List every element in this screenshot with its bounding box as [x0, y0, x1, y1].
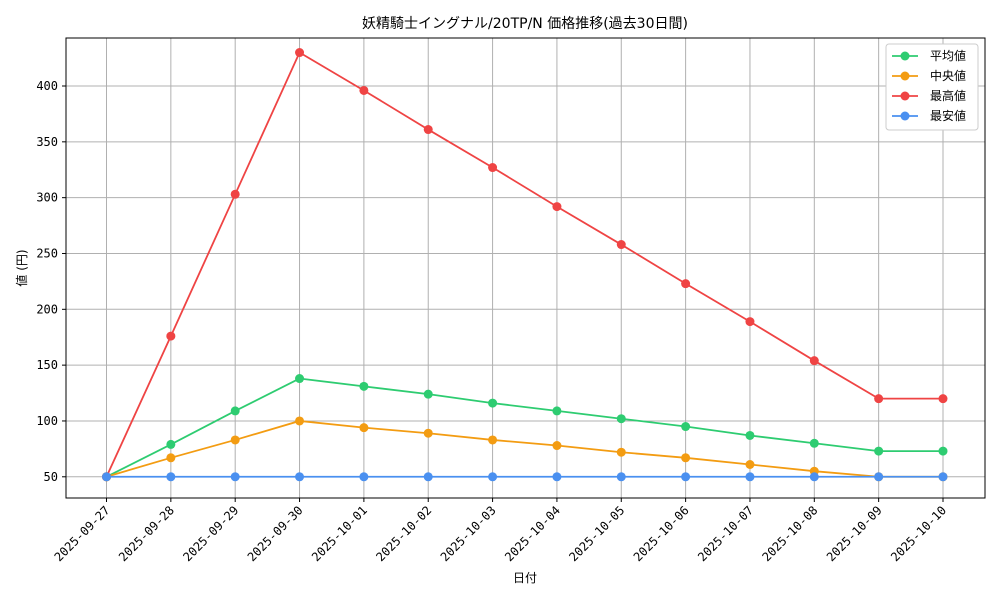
- data-point: [874, 472, 884, 482]
- x-tick-label: 2025-10-02: [373, 503, 434, 564]
- data-point: [230, 189, 240, 199]
- data-point: [745, 430, 755, 440]
- data-point: [874, 446, 884, 456]
- data-point: [874, 394, 884, 404]
- data-point: [488, 398, 498, 408]
- x-tick-label: 2025-10-01: [309, 503, 370, 564]
- y-tick-label: 100: [36, 414, 58, 428]
- series-layer: [102, 48, 948, 482]
- y-tick-label: 350: [36, 135, 58, 149]
- series-line: [106, 377, 943, 478]
- y-tick-label: 150: [36, 358, 58, 372]
- data-point: [616, 240, 626, 250]
- y-tick-label: 200: [36, 302, 58, 316]
- x-tick-label: 2025-09-29: [180, 503, 241, 564]
- data-point: [745, 472, 755, 482]
- legend-swatch-marker: [900, 71, 910, 81]
- data-point: [938, 394, 948, 404]
- data-point: [166, 439, 176, 449]
- x-tick-label: 2025-10-08: [759, 503, 820, 564]
- data-point: [681, 472, 691, 482]
- y-tick-label: 250: [36, 246, 58, 260]
- data-point: [423, 472, 433, 482]
- data-point: [809, 438, 819, 448]
- x-tick-label: 2025-09-30: [245, 503, 306, 564]
- y-tick-label: 300: [36, 191, 58, 205]
- data-point: [230, 435, 240, 445]
- y-axis-title: 値 (円): [14, 249, 29, 286]
- data-point: [166, 453, 176, 463]
- data-point: [809, 472, 819, 482]
- data-point: [552, 472, 562, 482]
- legend-label: 平均値: [930, 48, 966, 63]
- data-point: [102, 472, 111, 482]
- series-line: [106, 420, 943, 478]
- data-point: [745, 460, 755, 470]
- series-最安値: [102, 472, 948, 482]
- series-中央値: [102, 416, 948, 482]
- data-point: [230, 472, 240, 482]
- data-point: [552, 441, 562, 451]
- x-tick-label: 2025-10-07: [695, 503, 756, 564]
- data-point: [488, 435, 498, 445]
- data-point: [488, 163, 498, 173]
- data-point: [166, 472, 176, 482]
- data-point: [809, 356, 819, 366]
- data-point: [552, 202, 562, 212]
- legend-box: [885, 43, 979, 131]
- data-point: [681, 279, 691, 289]
- data-point: [616, 447, 626, 457]
- data-point: [552, 406, 562, 416]
- y-tick-label: 50: [44, 470, 58, 484]
- x-tick-label: 2025-10-03: [438, 503, 499, 564]
- data-point: [359, 381, 369, 391]
- y-tick-labels: 50 100 150 200 250 300 350 400: [36, 79, 66, 484]
- data-point: [616, 414, 626, 424]
- y-tick-label: 400: [36, 79, 58, 93]
- legend-label: 最高値: [930, 88, 966, 103]
- chart-title: 妖精騎士イングナル/20TP/N 価格推移(過去30日間): [362, 16, 688, 32]
- legend-label: 最安値: [930, 108, 966, 123]
- data-point: [681, 422, 691, 432]
- series-line: [105, 51, 943, 478]
- x-tick-label: 2025-10-10: [888, 503, 949, 564]
- data-point: [423, 389, 433, 399]
- x-axis-title: 日付: [513, 571, 537, 585]
- x-tick-label: 2025-09-28: [116, 503, 177, 564]
- x-tick-label: 2025-10-09: [824, 503, 885, 564]
- data-point: [359, 85, 369, 95]
- data-point: [423, 125, 433, 135]
- data-point: [295, 374, 305, 384]
- x-tick-label: 2025-09-27: [52, 503, 113, 564]
- data-point: [359, 423, 369, 433]
- legend-swatch-marker: [900, 111, 910, 121]
- data-point: [359, 472, 369, 482]
- x-tick-labels: 2025-09-27 2025-09-28 2025-09-29 2025-09-30…: [52, 498, 949, 564]
- x-tick-label: 2025-10-06: [631, 503, 692, 564]
- data-point: [681, 453, 691, 463]
- legend-label: 中央値: [930, 68, 966, 83]
- data-point: [616, 472, 626, 482]
- legend-swatch-marker: [900, 51, 910, 61]
- series-最高値: [102, 48, 948, 482]
- series-平均値: [102, 374, 948, 482]
- x-tick-label: 2025-10-05: [566, 503, 627, 564]
- legend-swatch-marker: [900, 91, 910, 101]
- data-point: [938, 472, 948, 482]
- data-point: [295, 472, 305, 482]
- grid-layer: [66, 38, 985, 498]
- data-point: [423, 428, 433, 438]
- data-point: [295, 416, 305, 426]
- data-point: [166, 331, 176, 341]
- data-point: [295, 48, 305, 58]
- data-point: [488, 472, 498, 482]
- x-tick-label: 2025-10-04: [502, 503, 563, 564]
- data-point: [938, 446, 948, 456]
- plot-frame: [65, 37, 986, 499]
- data-point: [745, 317, 755, 327]
- data-point: [230, 406, 240, 416]
